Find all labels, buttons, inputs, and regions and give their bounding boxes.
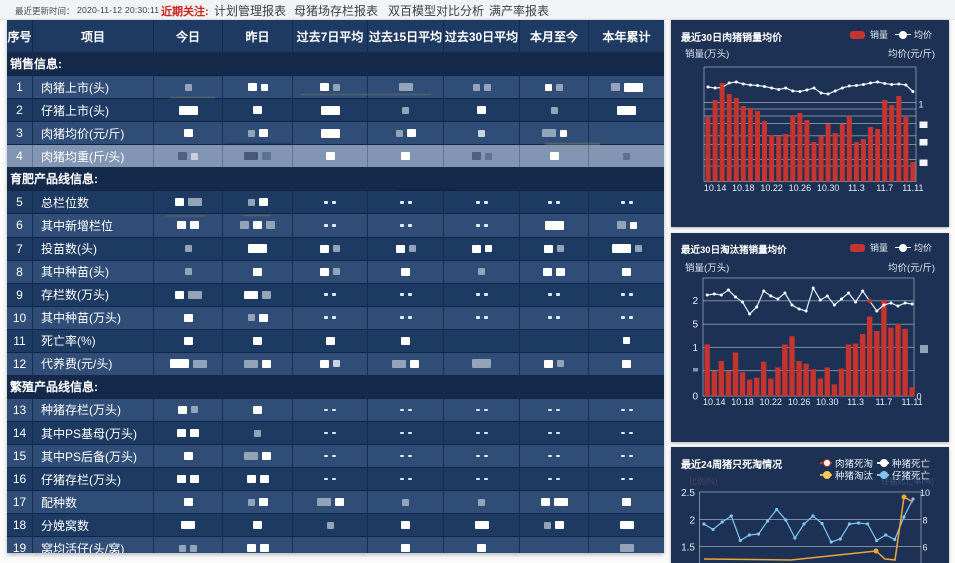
svg-text:11.7: 11.7 (875, 397, 892, 407)
svg-text:8: 8 (922, 516, 927, 526)
svg-text:11.7: 11.7 (876, 183, 893, 193)
svg-text:11.3: 11.3 (847, 397, 864, 407)
svg-text:10.14: 10.14 (703, 397, 726, 407)
svg-text:2.5: 2.5 (681, 488, 695, 499)
svg-text:10.30: 10.30 (816, 397, 839, 407)
svg-text:6: 6 (922, 543, 927, 553)
svg-text:10.18: 10.18 (732, 183, 755, 193)
svg-text:10.26: 10.26 (788, 397, 811, 407)
svg-text:10.30: 10.30 (817, 183, 840, 193)
svg-text:10.22: 10.22 (760, 397, 783, 407)
svg-text:1: 1 (918, 100, 923, 110)
svg-text:0: 0 (692, 392, 698, 403)
svg-text:10.26: 10.26 (789, 183, 812, 193)
svg-text:1.5: 1.5 (681, 543, 695, 554)
svg-text:2: 2 (692, 296, 698, 307)
svg-text:0: 0 (916, 392, 921, 402)
svg-text:11.11: 11.11 (902, 183, 923, 193)
svg-text:10.22: 10.22 (760, 183, 783, 193)
svg-text:5: 5 (692, 320, 698, 331)
svg-text:10.18: 10.18 (731, 397, 754, 407)
svg-text:1: 1 (692, 343, 698, 354)
svg-text:2: 2 (689, 516, 695, 527)
svg-text:11.11: 11.11 (902, 397, 923, 407)
svg-text:10.14: 10.14 (704, 183, 727, 193)
svg-text:11.3: 11.3 (848, 183, 865, 193)
svg-text:10: 10 (920, 488, 930, 498)
